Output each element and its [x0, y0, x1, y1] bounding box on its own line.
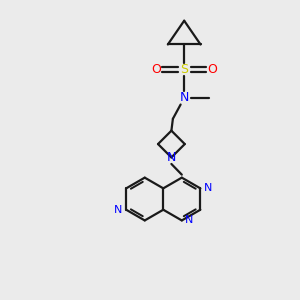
Text: O: O	[151, 63, 161, 76]
Text: S: S	[180, 63, 188, 76]
Text: N: N	[179, 92, 189, 104]
Text: N: N	[114, 205, 123, 215]
Text: N: N	[204, 183, 212, 193]
Text: O: O	[208, 63, 218, 76]
Text: N: N	[185, 215, 193, 225]
Text: N: N	[167, 151, 176, 164]
